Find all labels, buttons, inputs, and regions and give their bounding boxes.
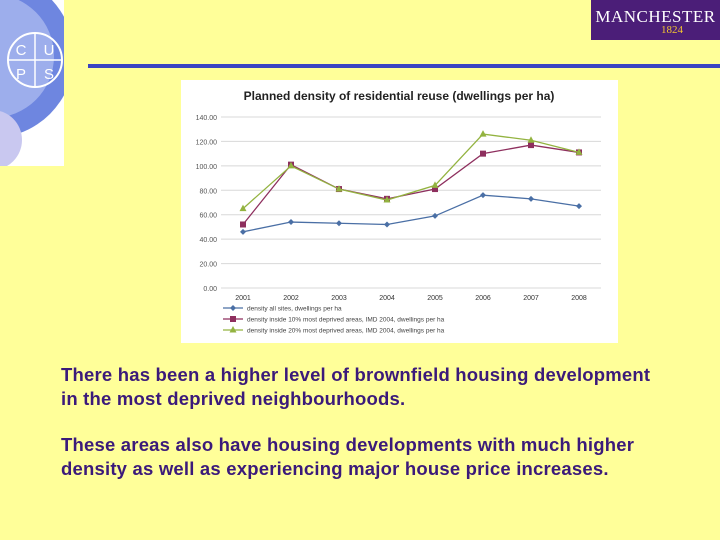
series-line — [242, 133, 580, 210]
legend-entry: density all sites, dwellings per ha — [223, 305, 342, 313]
data-point — [527, 136, 535, 143]
cups-logo-panel: C U P S — [0, 0, 64, 166]
density-chart: Planned density of residential reuse (dw… — [181, 80, 618, 343]
data-point — [432, 186, 438, 193]
data-point — [432, 212, 438, 219]
series-3 — [239, 130, 583, 212]
chart-legend: density all sites, dwellings per ha densi… — [223, 305, 445, 335]
data-point — [528, 142, 534, 149]
x-tick-label: 2001 — [235, 295, 251, 302]
cups-logo: C U P S — [0, 0, 64, 166]
data-point — [480, 150, 486, 157]
x-tick-label: 2003 — [331, 295, 347, 302]
data-point — [335, 185, 343, 192]
legend-entry: density inside 10% most deprived areas, … — [223, 316, 445, 324]
x-tick-label: 2005 — [427, 295, 443, 302]
data-point — [287, 161, 295, 169]
data-point — [240, 221, 246, 228]
legend-entry: density inside 20% most deprived areas, … — [223, 326, 445, 335]
finding-paragraph-2: These areas also have housing developmen… — [61, 434, 635, 479]
logo-letter-p: P — [16, 66, 26, 83]
data-point — [576, 203, 582, 210]
y-tick-label: 0.00 — [203, 286, 217, 293]
brand-year: 1824 — [661, 24, 683, 36]
data-point — [336, 220, 342, 227]
data-point — [479, 130, 487, 137]
y-tick-label: 100.00 — [196, 164, 218, 171]
y-tick-label: 60.00 — [199, 213, 217, 220]
brand-name: MANCHESTER — [595, 7, 716, 26]
y-tick-label: 80.00 — [199, 188, 217, 195]
chart-title: Planned density of residential reuse (dw… — [244, 89, 555, 103]
legend-label: density inside 10% most deprived areas, … — [247, 317, 445, 324]
legend-label: density all sites, dwellings per ha — [247, 306, 342, 313]
x-tick-label: 2004 — [379, 295, 395, 302]
y-axis-ticks: 0.00 20.00 40.00 60.00 80.00 100.00 120.00 140.… — [196, 115, 218, 293]
logo-letter-c: C — [16, 42, 27, 59]
data-point — [480, 192, 486, 199]
logo-small-circle — [0, 111, 22, 166]
chart-svg: Planned density of residential reuse (dw… — [196, 89, 601, 335]
logo-letter-u: U — [44, 42, 55, 59]
x-tick-label: 2008 — [571, 295, 587, 302]
data-point — [288, 219, 294, 226]
data-point — [230, 316, 236, 322]
chart-series — [239, 130, 583, 235]
data-point — [575, 148, 583, 155]
data-point — [229, 326, 237, 333]
data-point — [383, 196, 391, 203]
legend-label: density inside 20% most deprived areas, … — [247, 328, 445, 335]
series-line — [242, 144, 580, 225]
data-point — [239, 204, 247, 212]
finding-paragraph-1: There has been a higher level of brownfi… — [61, 364, 651, 409]
data-point — [240, 228, 246, 235]
logo-letter-s: S — [44, 66, 54, 83]
logo-inner-circle — [0, 0, 54, 118]
header-rule — [88, 64, 720, 68]
x-tick-label: 2002 — [283, 295, 299, 302]
chart-grid — [221, 116, 601, 289]
series-line — [242, 194, 580, 233]
data-point — [431, 181, 439, 188]
series-1 — [240, 192, 582, 235]
university-brand: MANCHESTER 1824 — [591, 0, 720, 40]
y-tick-label: 140.00 — [196, 115, 218, 122]
x-axis-ticks: 2001 2002 2003 2004 2005 2006 2007 2008 — [235, 295, 587, 302]
data-point — [230, 305, 236, 311]
x-tick-label: 2007 — [523, 295, 539, 302]
data-point — [528, 195, 534, 202]
x-tick-label: 2006 — [475, 295, 491, 302]
y-tick-label: 120.00 — [196, 139, 218, 146]
y-tick-label: 40.00 — [199, 237, 217, 244]
data-point — [384, 221, 390, 228]
y-tick-label: 20.00 — [199, 262, 217, 269]
